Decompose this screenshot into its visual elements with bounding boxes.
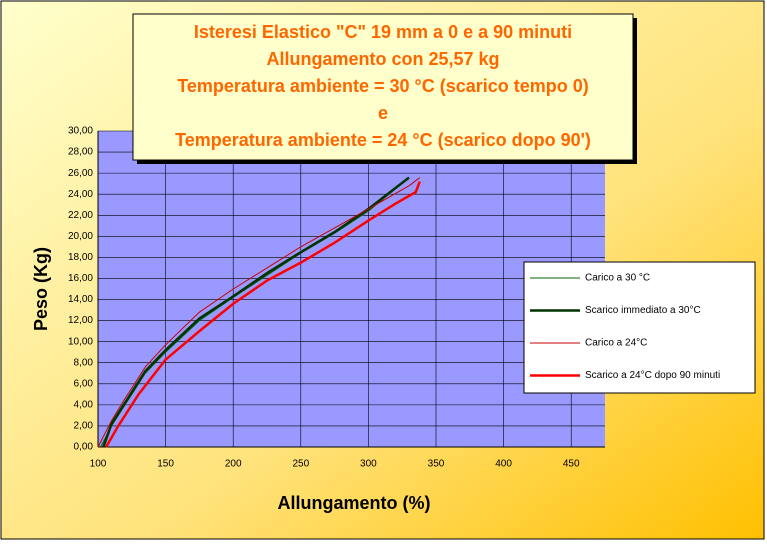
y-tick-label: 24,00 bbox=[68, 189, 93, 200]
y-tick-label: 6,00 bbox=[74, 378, 94, 389]
x-tick-label: 100 bbox=[90, 459, 107, 470]
y-tick-label: 28,00 bbox=[68, 147, 93, 158]
chart-title: Isteresi Elastico "C" 19 mm a 0 e a 90 m… bbox=[194, 22, 572, 42]
y-tick-label: 30,00 bbox=[68, 126, 93, 137]
chart-title: Allungamento con 25,57 kg bbox=[266, 49, 499, 69]
y-tick-label: 20,00 bbox=[68, 231, 93, 242]
y-axis-label: Peso (Kg) bbox=[31, 247, 51, 331]
x-tick-label: 200 bbox=[225, 459, 242, 470]
data-line bbox=[102, 176, 410, 448]
legend-label: Scarico immediato a 30°C bbox=[585, 305, 701, 316]
y-tick-label: 10,00 bbox=[68, 336, 93, 347]
y-tick-label: 26,00 bbox=[68, 168, 93, 179]
y-tick-label: 14,00 bbox=[68, 294, 93, 305]
y-tick-label: 8,00 bbox=[74, 357, 94, 368]
legend-label: Carico a 24°C bbox=[585, 338, 647, 349]
y-tick-label: 22,00 bbox=[68, 210, 93, 221]
x-tick-label: 350 bbox=[428, 459, 445, 470]
y-tick-label: 12,00 bbox=[68, 315, 93, 326]
x-tick-label: 450 bbox=[563, 459, 580, 470]
y-tick-label: 4,00 bbox=[74, 400, 94, 411]
y-tick-label: 2,00 bbox=[74, 421, 94, 432]
legend-label: Carico a 30 °C bbox=[585, 273, 650, 284]
y-tick-label: 18,00 bbox=[68, 252, 93, 263]
y-tick-label: 16,00 bbox=[68, 273, 93, 284]
legend bbox=[523, 261, 756, 394]
legend-label: Scarico a 24°C dopo 90 minuti bbox=[585, 370, 720, 381]
plot-area bbox=[98, 131, 605, 447]
y-tick-label: 0,00 bbox=[74, 442, 94, 453]
data-line bbox=[105, 181, 421, 448]
chart-title: e bbox=[378, 103, 388, 123]
x-axis-label: Allungamento (%) bbox=[278, 493, 431, 513]
x-tick-label: 300 bbox=[360, 459, 377, 470]
chart-title: Temperatura ambiente = 24 °C (scarico do… bbox=[175, 130, 591, 150]
x-tick-label: 250 bbox=[292, 459, 309, 470]
chart-title: Temperatura ambiente = 30 °C (scarico te… bbox=[177, 76, 589, 96]
x-tick-label: 400 bbox=[495, 459, 512, 470]
data-line bbox=[97, 177, 421, 448]
x-tick-label: 150 bbox=[157, 459, 174, 470]
title-box bbox=[132, 13, 634, 161]
